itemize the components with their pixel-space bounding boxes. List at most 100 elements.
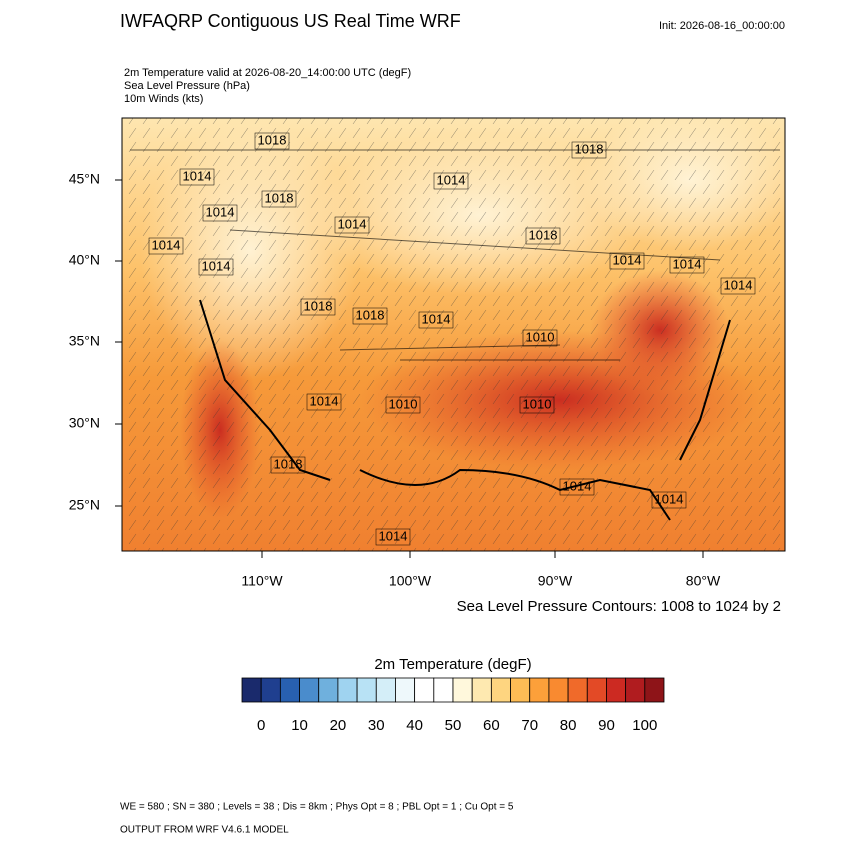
title: IWFAQRP Contiguous US Real Time WRF (120, 11, 461, 31)
contour-label: 1018 (265, 190, 294, 205)
contour-label: 1014 (613, 252, 642, 267)
field-label: Sea Level Pressure (hPa) (124, 80, 250, 92)
contour-label: 1010 (526, 329, 555, 344)
contour-label: 1014 (310, 393, 339, 408)
contour-label: 1018 (304, 298, 333, 313)
contour-label-box (270, 456, 306, 474)
init-time: Init: 2026-08-16_00:00:00 (659, 20, 785, 32)
colorbar-label: 60 (483, 717, 500, 734)
contour-label-box (669, 256, 705, 274)
map-frame (121, 117, 786, 552)
colorbar-box (452, 677, 473, 703)
footer: OUTPUT FROM WRF V4.6.1 MODEL (120, 825, 289, 836)
colorbar-box (279, 677, 300, 703)
colorbar-box (567, 677, 588, 703)
colorbar-box (395, 677, 416, 703)
colorbar-label: 80 (560, 717, 577, 734)
contour-label: 1018 (258, 132, 287, 147)
colorbar-box (644, 677, 665, 703)
contour-label-box (559, 478, 595, 496)
colorbar-box (433, 677, 454, 703)
contour-label: 1018 (529, 227, 558, 242)
colorbar-label: 0 (257, 717, 265, 734)
contour-label-box (148, 237, 184, 255)
contour-label: 1010 (523, 396, 552, 411)
contour-label-box (300, 298, 336, 316)
colorbar-box (260, 677, 281, 703)
colorbar-label: 30 (368, 717, 385, 734)
contour-label: 1014 (422, 311, 451, 326)
colorbar-label: 40 (406, 717, 423, 734)
contour-label: 1014 (338, 216, 367, 231)
contour-label-box (254, 132, 290, 150)
field-label: 10m Winds (kts) (124, 93, 203, 105)
colorbar-label: 70 (521, 717, 538, 734)
contour-label-box (519, 396, 555, 414)
contour-label-box (522, 329, 558, 347)
contour-label: 1014 (183, 168, 212, 183)
contour-label-box (202, 204, 238, 222)
contour-label: 1014 (202, 258, 231, 273)
contour-label-box (198, 258, 234, 276)
contour-label-box (651, 491, 687, 509)
contour-label: 1018 (356, 307, 385, 322)
contour-label: 1014 (152, 237, 181, 252)
contour-label: 1010 (389, 396, 418, 411)
colorbar-box (299, 677, 320, 703)
colorbar-label: 10 (291, 717, 308, 734)
contour-label-box (261, 190, 297, 208)
footer: WE = 580 ; SN = 380 ; Levels = 38 ; Dis … (120, 802, 514, 813)
colorbar-box (625, 677, 646, 703)
colorbar-label: 90 (598, 717, 615, 734)
contour-label: 1014 (673, 256, 702, 271)
contour-label: 1018 (274, 456, 303, 471)
contour-note: Sea Level Pressure Contours: 1008 to 102… (457, 598, 781, 615)
colorbar-label: 50 (445, 717, 462, 734)
colorbar-box (356, 677, 377, 703)
contour-label-box (720, 277, 756, 295)
lon-label: 100°W (389, 573, 432, 589)
colorbar-label: 20 (330, 717, 347, 734)
lon-label: 80°W (686, 573, 721, 589)
lat-label: 30°N (69, 415, 100, 431)
contour-label: 1014 (655, 491, 684, 506)
contour-label-box (609, 252, 645, 270)
contour-label-box (571, 141, 607, 159)
colorbar-box (548, 677, 569, 703)
contour-label-box (418, 311, 454, 329)
lon-label: 110°W (241, 573, 283, 589)
contour-label: 1014 (379, 528, 408, 543)
lat-label: 35°N (69, 333, 100, 349)
lat-label: 45°N (69, 171, 100, 187)
lat-label: 40°N (69, 252, 100, 268)
contour-label-box (525, 227, 561, 245)
contour-label: 1014 (563, 478, 592, 493)
contour-label-box (306, 393, 342, 411)
colorbar-box (318, 677, 339, 703)
contour-label: 1014 (437, 172, 466, 187)
contour-label-box (179, 168, 215, 186)
lon-label: 90°W (538, 573, 573, 589)
colorbar-title: 2m Temperature (degF) (374, 656, 531, 673)
contour-label-box (433, 172, 469, 190)
colorbar-box (241, 677, 262, 703)
contour-label: 1014 (724, 277, 753, 292)
colorbar-box (375, 677, 396, 703)
contour-label-box (375, 528, 411, 546)
contour-label-box (352, 307, 388, 325)
field-label: 2m Temperature valid at 2026-08-20_14:00… (124, 67, 411, 79)
colorbar-box (586, 677, 607, 703)
colorbar-box (414, 677, 435, 703)
colorbar-box (471, 677, 492, 703)
lat-label: 25°N (69, 497, 100, 513)
colorbar-box (606, 677, 627, 703)
contour-label: 1014 (206, 204, 235, 219)
contour-label: 1018 (575, 141, 604, 156)
colorbar-box (529, 677, 550, 703)
contour-label-box (385, 396, 421, 414)
colorbar-box (510, 677, 531, 703)
colorbar-box (490, 677, 511, 703)
colorbar-box (337, 677, 358, 703)
colorbar-label: 100 (632, 717, 657, 734)
